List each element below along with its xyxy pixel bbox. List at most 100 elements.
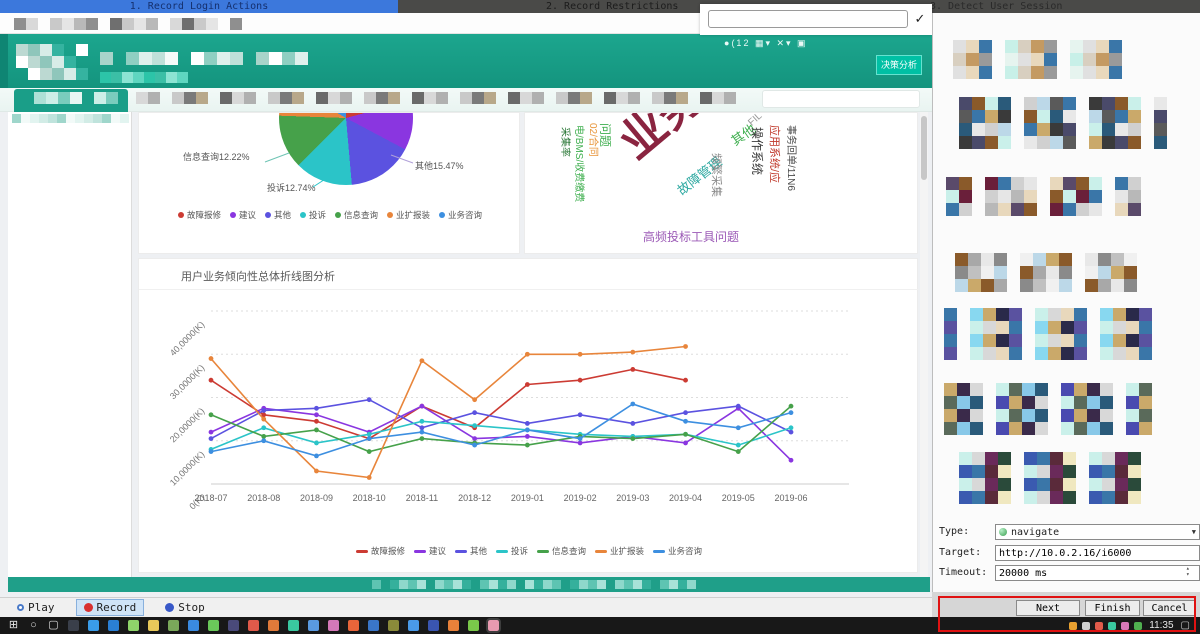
bug-green-icon[interactable] [468, 620, 479, 631]
type-label: Type: [939, 526, 970, 537]
legend-item[interactable]: 建议 [229, 209, 256, 221]
svg-text:2019-04: 2019-04 [669, 493, 702, 503]
ie-browser-icon[interactable] [88, 620, 99, 631]
legend-item[interactable]: 业扩报装 [387, 209, 430, 221]
legend-item[interactable]: 投诉 [495, 545, 528, 557]
legend-item[interactable]: 业务咨询 [653, 545, 702, 557]
folder-green-icon[interactable] [168, 620, 179, 631]
legend-item[interactable]: 投诉 [299, 209, 326, 221]
overlay-text-input[interactable] [708, 10, 908, 28]
cancel-button[interactable]: Cancel [1143, 600, 1196, 616]
record-button[interactable]: Record [75, 599, 145, 616]
censored-command-row[interactable] [946, 97, 1178, 159]
edge-browser-icon[interactable] [108, 620, 119, 631]
legend-label: 信息查询 [552, 546, 587, 556]
header-toolbar[interactable]: ●(12 ▦▾ ✕▾ ▣ [724, 38, 808, 49]
sphere-green-icon[interactable] [208, 620, 219, 631]
play-button[interactable]: Play [10, 600, 62, 615]
legend-label: 建议 [238, 210, 256, 220]
tray-teal-icon[interactable] [1108, 621, 1117, 630]
calculator-pink-icon[interactable] [486, 618, 501, 633]
header-window-icons[interactable]: ▦▾ ✕▾ ▣ [754, 38, 808, 48]
legend-item[interactable]: 其他 [264, 209, 291, 221]
censored-command-row[interactable] [946, 452, 1151, 510]
notification-center-icon[interactable]: ▢ [1180, 620, 1190, 631]
wordcloud-card: 业务 故障管理 频繁采集 其他 FIL 操作系统 应用系统/应 事务回单/11N6 问题 02/合… [524, 112, 918, 254]
next-button[interactable]: Next [1016, 600, 1080, 616]
window-blue-icon[interactable] [188, 620, 199, 631]
censored-tab-labels[interactable] [136, 92, 756, 106]
stop-button[interactable]: Stop [158, 600, 212, 615]
taskbar-clock[interactable]: 11:35 [1149, 620, 1174, 631]
legend-label: 其他 [469, 546, 487, 556]
legend-item[interactable]: 故障报修 [177, 209, 221, 221]
tray-red-icon[interactable] [1095, 621, 1104, 630]
app-small-icon[interactable] [388, 620, 399, 631]
app-dark-icon[interactable] [68, 620, 79, 631]
app-orange-icon[interactable] [268, 620, 279, 631]
app-navy-icon[interactable] [228, 620, 239, 631]
record-label: Record [96, 601, 137, 614]
type-row: Type: navigate ▼ [939, 524, 1200, 540]
tray-pink-icon[interactable] [1121, 621, 1130, 630]
dg-hex-icon[interactable] [428, 620, 439, 631]
legend-item[interactable]: 故障报修 [355, 545, 405, 557]
scrollbar-thumb[interactable] [921, 116, 927, 180]
timeout-input[interactable] [995, 565, 1200, 581]
confirm-check-button[interactable]: ✓ [912, 10, 928, 28]
type-value: navigate [1011, 526, 1060, 538]
dashboard-sidebar[interactable] [8, 112, 132, 577]
censored-command-row[interactable] [944, 308, 1152, 370]
sphere-red-icon[interactable] [248, 620, 259, 631]
legend-marker-icon [355, 549, 368, 553]
legend-item[interactable]: 信息查询 [537, 545, 586, 557]
target-input[interactable] [995, 545, 1200, 561]
svg-text:2019-05: 2019-05 [722, 493, 755, 503]
box-pink-icon[interactable] [328, 620, 339, 631]
ring-orange-icon[interactable] [448, 620, 459, 631]
thunderbird-icon[interactable] [408, 620, 419, 631]
user-blue-icon[interactable] [308, 620, 319, 631]
windows-logo-icon[interactable]: ⊞ [8, 619, 19, 631]
legend-item[interactable]: 信息查询 [335, 209, 378, 221]
svg-text:2018-09: 2018-09 [300, 493, 333, 503]
wordcloud-word: 电/BMS/收费缴费 [573, 125, 584, 203]
wordcloud-word: 高频投标工具问题 [643, 230, 740, 244]
decision-analysis-button[interactable]: 决策分析 [876, 55, 922, 75]
tab-bar-search-box[interactable] [762, 90, 920, 108]
firefox-icon[interactable] [368, 620, 379, 631]
legend-label: 投诉 [510, 546, 528, 556]
pc-icon[interactable] [288, 620, 299, 631]
censored-command-row[interactable] [953, 40, 1133, 84]
main-scrollbar[interactable] [920, 112, 928, 577]
legend-item[interactable]: 建议 [413, 545, 446, 557]
tray-green-icon[interactable] [1134, 621, 1143, 630]
legend-marker-icon [495, 549, 508, 553]
chrome-icon[interactable] [348, 620, 359, 631]
finish-button[interactable]: Finish [1085, 600, 1140, 616]
folder-yellow-icon[interactable] [148, 620, 159, 631]
legend-item[interactable]: 业扩报装 [595, 545, 644, 557]
pie-callout-info: 信息查询12.22% [183, 152, 250, 162]
tray-gray-icon[interactable] [1082, 621, 1091, 630]
target-row: Target: [939, 545, 1200, 561]
notepad-icon[interactable] [128, 620, 139, 631]
tray-orange-icon[interactable] [1069, 621, 1078, 630]
wordcloud-word: 操作系统 [750, 127, 764, 176]
legend-item[interactable]: 业务咨询 [439, 209, 482, 221]
censored-window-title [14, 18, 250, 30]
censored-active-tab-label[interactable] [22, 92, 118, 106]
search-icon[interactable]: ○ [30, 619, 37, 631]
censored-command-row[interactable] [955, 253, 1160, 295]
censored-command-row[interactable] [946, 177, 1146, 219]
legend-marker-icon [653, 549, 666, 553]
session-count: (12 [731, 38, 751, 48]
legend-item[interactable]: 其他 [454, 545, 487, 557]
chevron-down-icon: ▼ [1191, 528, 1196, 536]
type-dropdown[interactable]: navigate ▼ [995, 524, 1200, 540]
task-view-icon[interactable]: ▢ [48, 619, 59, 631]
play-icon [17, 604, 24, 611]
censored-app-subtitle [100, 72, 188, 83]
censored-command-row[interactable] [944, 383, 1156, 445]
line-chart-legend: 故障报修 建议 其他 投诉 信息查询 业扩报装 业务咨询 [139, 545, 919, 557]
